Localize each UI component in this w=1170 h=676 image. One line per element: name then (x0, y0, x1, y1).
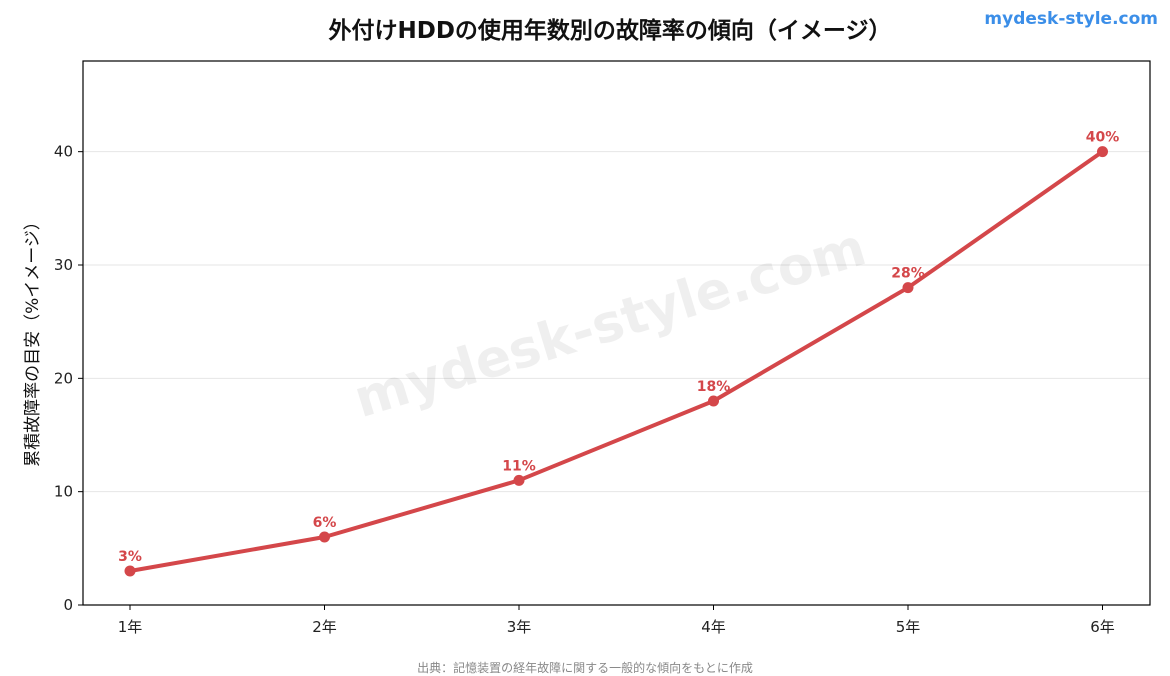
data-point (1097, 146, 1108, 158)
data-label: 18% (697, 379, 731, 395)
chart-title: 外付けHDDの使用年数別の故障率の傾向（イメージ） (329, 17, 892, 44)
y-tick-label: 30 (54, 256, 73, 274)
data-label: 11% (502, 458, 536, 474)
plot-frame (82, 60, 1151, 606)
data-point (124, 565, 136, 577)
y-tick-label: 40 (54, 143, 73, 161)
x-tick-label: 6年 (1090, 618, 1115, 636)
y-axis-label: 累積故障率の目安（%イメージ） (23, 213, 43, 467)
y-axis: 0 10 20 30 40 (54, 143, 83, 614)
x-tick-label: 5年 (896, 618, 921, 636)
y-tick-label: 0 (63, 596, 73, 614)
x-tick-label: 3年 (507, 618, 532, 636)
data-label: 3% (118, 549, 142, 565)
watermark-text: mydesk-style.com (347, 217, 872, 430)
data-point (319, 531, 330, 543)
data-label: 28% (891, 266, 925, 282)
source-note: 出典：記憶装置の経年故障に関する一般的な傾向をもとに作成 (417, 660, 753, 675)
y-tick-label: 10 (54, 483, 73, 501)
grid-lines (83, 151, 1150, 493)
x-tick-label: 2年 (312, 618, 337, 636)
x-axis: 1年 2年 3年 4年 5年 6年 (118, 605, 1115, 636)
brand-label[interactable]: mydesk-style.com (984, 9, 1158, 29)
y-tick-label: 20 (54, 369, 73, 387)
data-point (513, 474, 525, 486)
data-point (708, 395, 719, 407)
series-failure-rate: 3% 6% 11% 18% 28% 40% (118, 130, 1119, 577)
data-label: 40% (1086, 130, 1120, 146)
x-tick-label: 1年 (118, 618, 143, 636)
data-point (902, 282, 914, 294)
x-tick-label: 4年 (701, 618, 726, 636)
data-label: 6% (313, 515, 337, 531)
series-line (128, 149, 1105, 573)
